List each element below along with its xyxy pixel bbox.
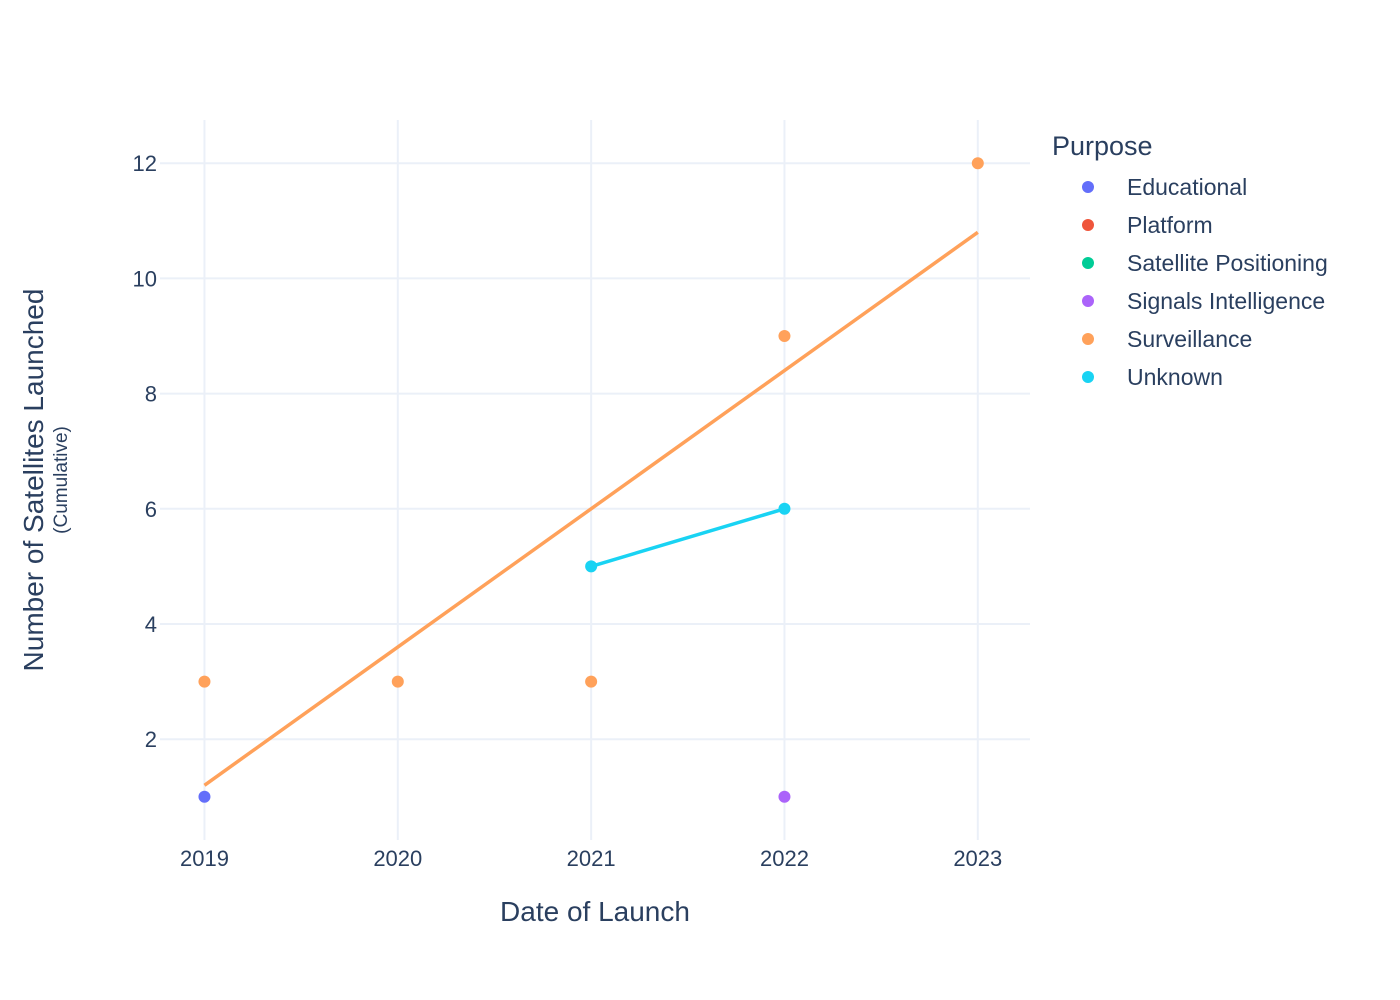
- legend-marker: [1082, 333, 1094, 345]
- points-layer: [198, 157, 984, 803]
- trendline-surveillance: [203, 230, 979, 787]
- data-point-surveillance[interactable]: [585, 675, 598, 688]
- x-tick-label: 2020: [373, 846, 422, 871]
- y-tick-label: 4: [145, 612, 157, 637]
- x-tick-label: 2023: [953, 846, 1002, 871]
- x-axis-title: Date of Launch: [500, 896, 690, 927]
- legend-label: Signals Intelligence: [1127, 288, 1325, 314]
- legend-item-satellite-positioning[interactable]: Satellite Positioning: [1082, 250, 1328, 276]
- legend-items: Educational Platform Satellite Positioning…: [1082, 174, 1328, 390]
- y-tick-label: 6: [145, 497, 157, 522]
- y-tick-label: 10: [133, 266, 157, 291]
- y-axis-ticks: 2 4 6 8 10 12: [133, 151, 157, 752]
- data-point-unknown[interactable]: [778, 502, 791, 515]
- data-point-surveillance[interactable]: [391, 675, 404, 688]
- legend-marker: [1082, 257, 1094, 269]
- data-point-surveillance[interactable]: [971, 157, 984, 170]
- x-tick-label: 2021: [567, 846, 616, 871]
- legend-label: Platform: [1127, 212, 1213, 238]
- grid: [160, 120, 1030, 840]
- legend-marker: [1082, 371, 1094, 383]
- x-axis-ticks: 2019 2020 2021 2022 2023: [180, 846, 1002, 871]
- legend-title: Purpose: [1052, 131, 1153, 161]
- y-tick-label: 2: [145, 727, 157, 752]
- legend-label: Unknown: [1127, 364, 1223, 390]
- y-tick-label: 12: [133, 151, 157, 176]
- legend-label: Educational: [1127, 174, 1247, 200]
- data-point-educational[interactable]: [198, 790, 211, 803]
- y-axis-subtitle: (Cumulative): [51, 426, 72, 534]
- legend-item-platform[interactable]: Platform: [1082, 212, 1213, 238]
- data-point-unknown[interactable]: [585, 560, 598, 573]
- legend-marker: [1082, 181, 1094, 193]
- data-point-surveillance[interactable]: [198, 675, 211, 688]
- series-lines-layer: [590, 507, 785, 569]
- legend-label: Surveillance: [1127, 326, 1252, 352]
- x-tick-label: 2022: [760, 846, 809, 871]
- legend-marker: [1082, 219, 1094, 231]
- legend-item-educational[interactable]: Educational: [1082, 174, 1247, 200]
- legend-item-signals-intelligence[interactable]: Signals Intelligence: [1082, 288, 1325, 314]
- series-line-unknown: [590, 507, 785, 569]
- y-axis-title: Number of Satellites Launched: [18, 289, 49, 672]
- trendline-layer: [203, 230, 979, 787]
- legend-item-surveillance[interactable]: Surveillance: [1082, 326, 1252, 352]
- legend-item-unknown[interactable]: Unknown: [1082, 364, 1223, 390]
- x-tick-label: 2019: [180, 846, 229, 871]
- legend-marker: [1082, 295, 1094, 307]
- y-tick-label: 8: [145, 382, 157, 407]
- legend: Purpose Educational Platform Satellite Pos…: [1052, 131, 1328, 390]
- data-point-surveillance[interactable]: [778, 330, 791, 342]
- data-point-signals-intelligence[interactable]: [778, 790, 791, 803]
- legend-label: Satellite Positioning: [1127, 250, 1328, 276]
